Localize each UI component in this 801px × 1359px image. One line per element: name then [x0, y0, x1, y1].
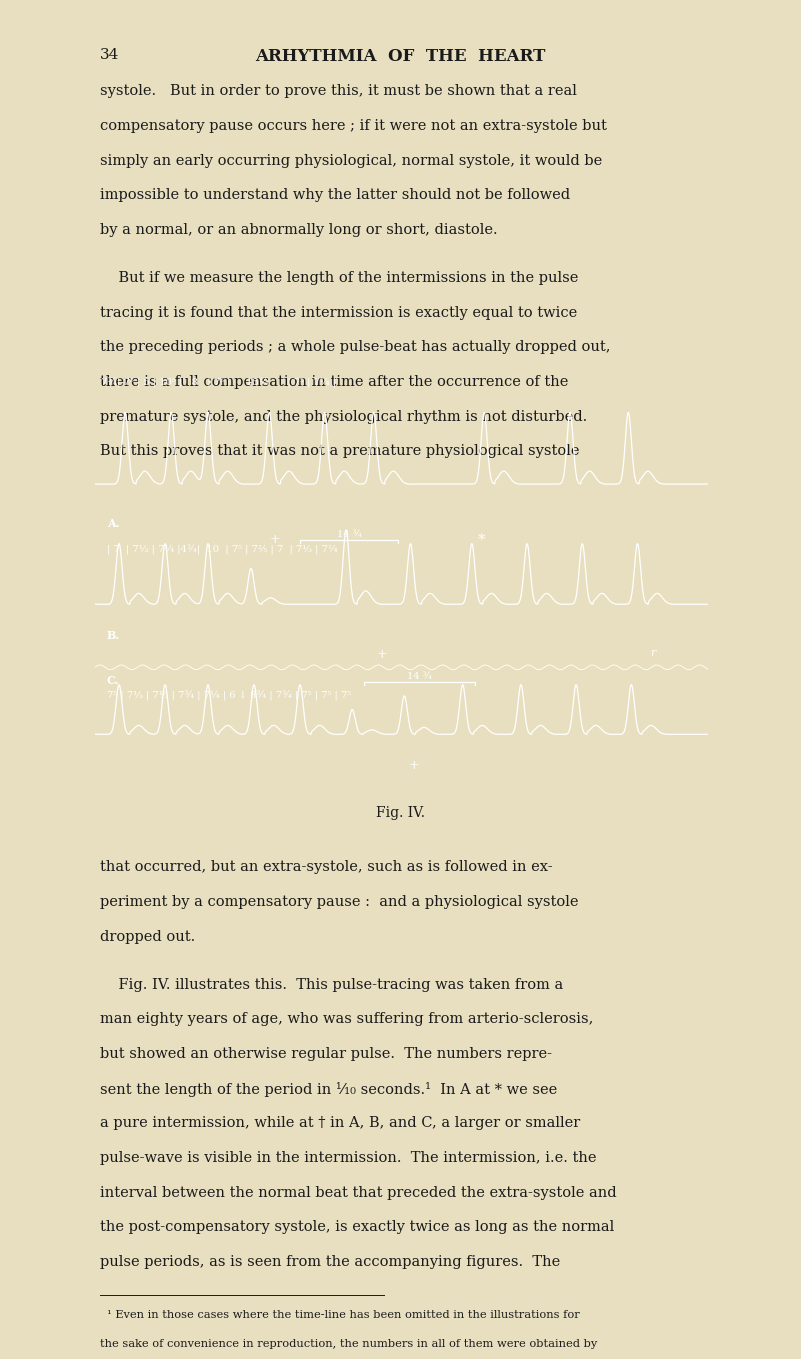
Text: 14 ¾: 14 ¾	[407, 673, 433, 681]
Text: pulse periods, as is seen from the accompanying figures.  The: pulse periods, as is seen from the accom…	[100, 1256, 561, 1269]
Text: sent the length of the period in ¹⁄₁₀ seconds.¹  In A at * we see: sent the length of the period in ¹⁄₁₀ se…	[100, 1082, 557, 1097]
Text: the post-compensatory systole, is exactly twice as long as the normal: the post-compensatory systole, is exactl…	[100, 1220, 614, 1234]
Text: interval between the normal beat that preceded the extra-systole and: interval between the normal beat that pr…	[100, 1185, 617, 1200]
Text: compensatory pause occurs here ; if it were not an extra-systole but: compensatory pause occurs here ; if it w…	[100, 120, 607, 133]
Text: premature systole, and the physiological rhythm is not disturbed.: premature systole, and the physiological…	[100, 409, 587, 424]
Text: A.: A.	[107, 518, 119, 529]
Text: 14 ¾: 14 ¾	[336, 530, 361, 540]
Text: tracing it is found that the intermission is exactly equal to twice: tracing it is found that the intermissio…	[100, 306, 578, 319]
Text: periment by a compensatory pause :  and a physiological systole: periment by a compensatory pause : and a…	[100, 896, 578, 909]
Text: dropped out.: dropped out.	[100, 930, 195, 943]
Text: B.: B.	[107, 631, 120, 641]
Text: man eighty years of age, who was suffering from arterio-sclerosis,: man eighty years of age, who was sufferi…	[100, 1012, 594, 1026]
Text: the preceding periods ; a whole pulse-beat has actually dropped out,: the preceding periods ; a whole pulse-be…	[100, 340, 610, 355]
Text: 34: 34	[100, 48, 119, 61]
Text: But if we measure the length of the intermissions in the pulse: But if we measure the length of the inte…	[100, 270, 578, 285]
Text: Fig. IV.: Fig. IV.	[376, 806, 425, 819]
Text: impossible to understand why the latter should not be followed: impossible to understand why the latter …	[100, 188, 570, 202]
Text: 7¾| 7⁵ | 5 | 10⁵ |   8   | 7⁵ |     15¼      | 7⁵ | 7¼ |: 7¾| 7⁵ | 5 | 10⁵ | 8 | 7⁵ | 15¼ | 7⁵ | 7…	[101, 378, 336, 387]
Text: the sake of convenience in reproduction, the numbers in all of them were obtaine: the sake of convenience in reproduction,…	[100, 1339, 598, 1348]
Text: simply an early occurring physiological, normal systole, it would be: simply an early occurring physiological,…	[100, 154, 602, 167]
Text: systole.   But in order to prove this, it must be shown that a real: systole. But in order to prove this, it …	[100, 84, 577, 98]
Text: 7⁵ | 7⅓ | 7⅓ | 7¾ | 7¼ | 6 ↓ 8¾ | 7¾ | 7⁵ | 7⁵ | 7⁵: 7⁵ | 7⅓ | 7⅓ | 7¾ | 7¼ | 6 ↓ 8¾ | 7¾ | 7…	[107, 690, 351, 701]
Text: C.: C.	[107, 675, 119, 686]
Text: pulse-wave is visible in the intermission.  The intermission, i.e. the: pulse-wave is visible in the intermissio…	[100, 1151, 597, 1165]
Text: ¹ Even in those cases where the time-line has been omitted in the illustrations : ¹ Even in those cases where the time-lin…	[100, 1310, 580, 1320]
Text: ARHYTHMIA  OF  THE  HEART: ARHYTHMIA OF THE HEART	[256, 48, 545, 65]
Text: | 7  | 7⅓ | 7¼ |4¾|  10  | 7⁵ | 7²⁄₅ | 7  | 7⅓ | 7¼: | 7 | 7⅓ | 7¼ |4¾| 10 | 7⁵ | 7²⁄₅ | 7 | …	[107, 545, 337, 556]
Text: *: *	[478, 533, 485, 548]
Text: r: r	[650, 648, 655, 658]
Text: +: +	[409, 760, 419, 772]
Text: +: +	[376, 648, 388, 660]
Text: there is a full compensation in time after the occurrence of the: there is a full compensation in time aft…	[100, 375, 569, 389]
Text: but showed an otherwise regular pulse.  The numbers repre-: but showed an otherwise regular pulse. T…	[100, 1048, 552, 1061]
Text: by a normal, or an abnormally long or short, diastole.: by a normal, or an abnormally long or sh…	[100, 223, 497, 236]
Text: Fig. IV. illustrates this.  This pulse-tracing was taken from a: Fig. IV. illustrates this. This pulse-tr…	[100, 978, 563, 992]
Text: +: +	[269, 533, 280, 546]
Text: But this proves that it was not a premature physiological systole: But this proves that it was not a premat…	[100, 444, 580, 458]
Text: a pure intermission, while at † in A, B, and C, a larger or smaller: a pure intermission, while at † in A, B,…	[100, 1117, 581, 1131]
Text: that occurred, but an extra-systole, such as is followed in ex-: that occurred, but an extra-systole, suc…	[100, 860, 553, 874]
